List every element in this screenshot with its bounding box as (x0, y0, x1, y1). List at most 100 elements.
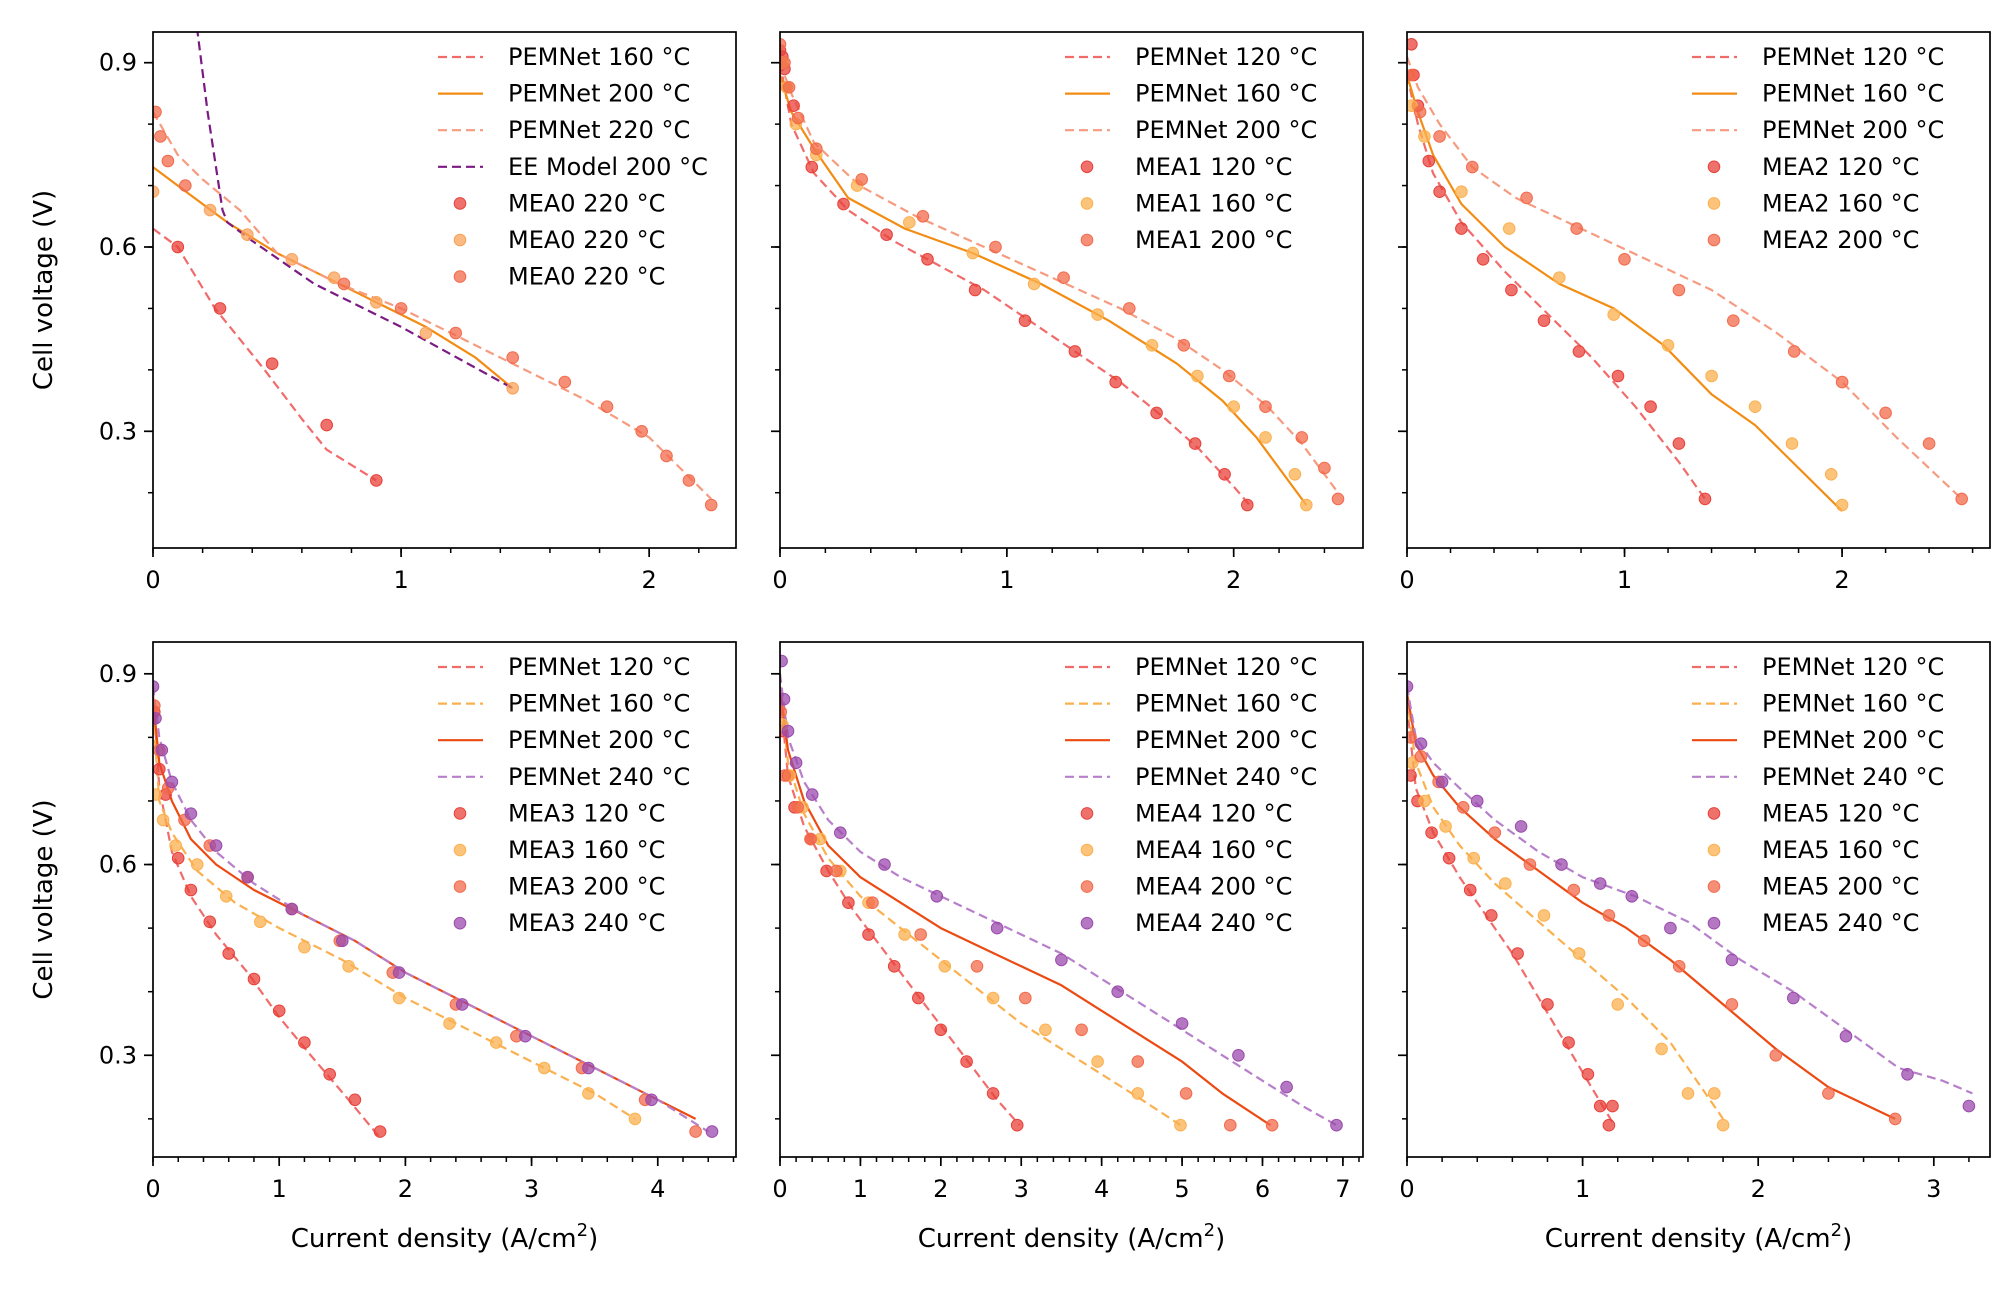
data-point (219, 890, 233, 903)
legend-label: MEA5 160 °C (1762, 836, 1919, 864)
data-point (1625, 890, 1639, 903)
data-point (645, 1093, 658, 1107)
data-point (298, 940, 311, 954)
data-point (419, 326, 433, 340)
data-point (830, 864, 843, 878)
legend-label: MEA2 200 °C (1762, 226, 1919, 254)
data-point (153, 105, 162, 119)
data-point (1091, 1055, 1104, 1068)
legend-label: PEMNet 120 °C (508, 653, 690, 681)
data-point (1407, 756, 1419, 770)
legend-entry: PEMNet 220 °C (438, 116, 690, 144)
chart-panel-3: 0 1 2 PEMNet 120 °C PEMNet 160 °C PEMNet 200 … (1398, 31, 1991, 594)
legend-label: PEMNet 120 °C (1135, 653, 1317, 681)
legend-entry: PEMNet 120 °C (1692, 43, 1944, 71)
legend-entry: PEMNet 120 °C (438, 653, 690, 681)
series-line (1407, 692, 1896, 1120)
data-point (1218, 468, 1231, 481)
data-point (323, 1068, 337, 1081)
legend-entry: PEMNet 240 °C (1692, 763, 1944, 791)
data-point (780, 692, 791, 706)
data-point (810, 142, 823, 155)
x-tick-label: 2 (933, 1175, 948, 1203)
data-point (1962, 1099, 1976, 1113)
data-point (285, 902, 299, 916)
data-point (1523, 858, 1537, 871)
legend-label: MEA3 160 °C (508, 836, 665, 864)
data-point (916, 210, 930, 223)
data-point (1407, 99, 1418, 112)
data-point (285, 252, 299, 266)
data-point (1698, 492, 1712, 506)
legend-label: PEMNet 120 °C (1762, 653, 1944, 681)
data-point (1422, 154, 1436, 168)
legend-entry: MEA5 200 °C (1707, 873, 1919, 901)
data-point (1572, 345, 1586, 358)
data-point (1414, 737, 1428, 751)
data-point (1145, 339, 1159, 352)
chart-panel-4: 0 1 2 3 4 0.3 0.6 0.9 PEMNet 120 °C PEMNet 160 °C… (29, 641, 737, 1254)
x-axis-label: Current density (A/cm2) (291, 1220, 598, 1254)
data-point (1725, 953, 1739, 967)
series-line (1407, 705, 1616, 1126)
data-point (1407, 680, 1414, 693)
data-point (337, 277, 351, 291)
data-point (1241, 498, 1254, 512)
data-point (1224, 1118, 1237, 1132)
x-tick-label: 0 (772, 566, 787, 594)
legend-label: MEA2 160 °C (1762, 189, 1919, 217)
legend-entry: PEMNet 200 °C (438, 80, 690, 108)
legend-marker-swatch (1707, 160, 1721, 174)
data-point (1672, 283, 1686, 297)
data-point (1442, 851, 1456, 865)
data-point (1057, 271, 1070, 285)
data-point (1618, 252, 1631, 266)
legend-entry: PEMNet 200 °C (1692, 116, 1944, 144)
x-tick-label: 4 (1094, 1175, 1109, 1203)
plot-area (1407, 680, 1976, 1132)
legend-marker-swatch (1080, 880, 1094, 893)
legend-label: MEA3 120 °C (508, 799, 665, 827)
data-point (1485, 909, 1498, 922)
data-point (1331, 492, 1345, 506)
data-point (1188, 437, 1202, 450)
x-tick-label: 3 (1014, 1175, 1029, 1203)
data-point (705, 1125, 719, 1138)
data-point (1822, 1087, 1835, 1100)
data-point (153, 712, 162, 725)
legend-marker-swatch (453, 807, 467, 820)
y-axis-label: Cell voltage (V) (29, 190, 59, 390)
data-point (1425, 826, 1438, 840)
legend-entry: PEMNet 160 °C (1065, 690, 1317, 718)
x-tick-label: 1 (393, 566, 408, 594)
y-tick-label: 0.9 (99, 660, 137, 688)
data-point (558, 375, 572, 389)
legend-entry: MEA1 200 °C (1080, 226, 1292, 254)
chart-panel-1: 0 1 2 0.3 0.6 0.9 PEMNet 160 °C PEMNet 200 °C PE… (29, 31, 737, 594)
data-point (1433, 185, 1446, 198)
legend-entry: PEMNet 200 °C (1065, 726, 1317, 754)
data-point (1175, 1017, 1189, 1030)
data-point (805, 160, 819, 174)
data-point (184, 807, 198, 821)
data-point (213, 302, 227, 315)
legend-label: MEA0 220 °C (508, 226, 665, 254)
data-point (209, 839, 223, 852)
series-line (780, 673, 1338, 1127)
data-point (1295, 431, 1309, 444)
legend-entry: PEMNet 160 °C (438, 690, 690, 718)
legend-label: MEA0 220 °C (508, 263, 665, 291)
data-point (165, 775, 179, 789)
data-point (1661, 339, 1675, 352)
legend-entry: PEMNet 160 °C (1692, 80, 1944, 108)
data-point (968, 283, 982, 297)
data-point (1824, 468, 1838, 481)
data-point (970, 960, 984, 973)
data-point (1835, 375, 1849, 389)
data-point (1439, 820, 1452, 833)
legend-entry: MEA3 240 °C (453, 909, 665, 937)
data-point (780, 769, 792, 782)
data-point (1505, 283, 1518, 297)
data-point (1191, 369, 1204, 383)
data-point (1787, 991, 1800, 1005)
